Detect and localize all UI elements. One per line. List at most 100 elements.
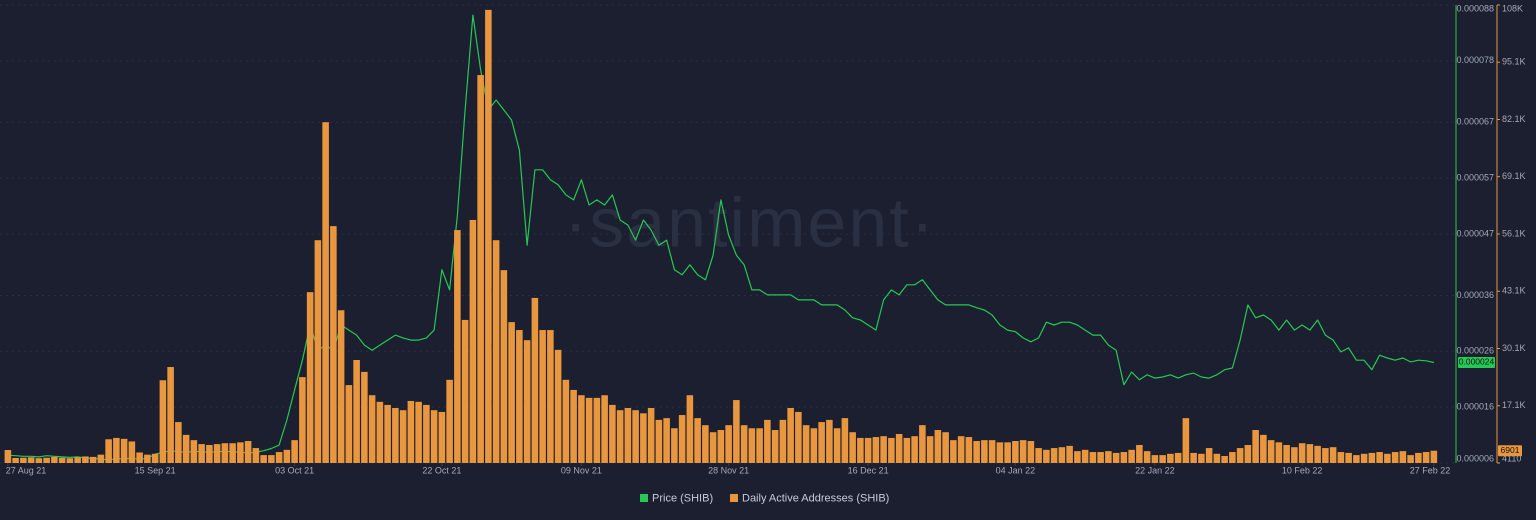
bar: [82, 456, 89, 463]
bar: [733, 400, 740, 463]
bar: [1089, 452, 1097, 463]
bar: [1298, 443, 1306, 463]
bar: [1337, 452, 1345, 463]
bar: [1430, 450, 1438, 463]
bar: [919, 425, 926, 463]
y-tick-label: 0.000088: [1456, 3, 1494, 13]
bar: [1128, 449, 1135, 463]
bar: [12, 457, 19, 463]
x-tick-label: 22 Oct 21: [422, 465, 461, 475]
bar: [51, 456, 58, 463]
bar: [66, 458, 74, 463]
bar: [857, 437, 864, 463]
bar: [1306, 444, 1314, 463]
bar: [345, 385, 353, 463]
bar: [306, 292, 314, 463]
bar: [1074, 451, 1081, 463]
bar: [35, 458, 43, 463]
bar: [554, 349, 562, 463]
bar: [965, 437, 973, 463]
y2-tick-label: 82.1K: [1502, 114, 1526, 124]
bar: [492, 240, 500, 463]
bar: [89, 456, 97, 463]
bar: [864, 437, 872, 463]
bar: [1027, 441, 1035, 463]
bar: [1136, 444, 1143, 463]
bar: [105, 439, 112, 463]
bar: [1174, 452, 1182, 463]
y2-tick-label: 43.1K: [1502, 286, 1526, 296]
x-tick-label: 16 Dec 21: [848, 465, 889, 475]
legend-swatch: [730, 494, 738, 502]
y2-tick-label: 108K: [1502, 3, 1523, 13]
bar: [361, 371, 368, 463]
last-value-label: 0.000024: [1459, 357, 1495, 367]
bar: [1012, 441, 1019, 463]
bar: [981, 440, 988, 463]
bar: [438, 411, 446, 463]
bar: [244, 441, 252, 463]
bar: [880, 436, 887, 463]
bar: [330, 226, 337, 463]
bar: [1267, 440, 1275, 463]
bar: [1314, 445, 1321, 463]
bar: [74, 457, 81, 463]
bar: [229, 443, 236, 463]
bar: [516, 330, 523, 463]
bar: [1112, 452, 1120, 463]
bar: [260, 455, 267, 463]
bar: [756, 428, 763, 463]
bar: [531, 297, 539, 463]
bar: [1260, 434, 1267, 463]
bar: [1198, 453, 1205, 463]
y2-tick-label: 69.1K: [1502, 171, 1526, 181]
bar: [647, 407, 655, 463]
bar: [609, 404, 616, 463]
bar: [601, 395, 608, 463]
bar: [485, 9, 492, 463]
bar: [802, 425, 810, 463]
bar: [190, 440, 198, 463]
bar: [942, 432, 949, 463]
bar: [562, 379, 570, 463]
x-tick-label: 10 Feb 22: [1282, 465, 1323, 475]
x-tick-label: 15 Sep 21: [135, 465, 176, 475]
bar: [167, 367, 174, 463]
bar: [539, 330, 546, 463]
bar: [578, 395, 585, 463]
bar: [291, 440, 298, 463]
bar: [175, 422, 182, 463]
bar: [988, 440, 996, 463]
bar: [392, 407, 399, 463]
y-tick-label: 0.000057: [1456, 173, 1494, 183]
bar: [523, 340, 531, 463]
bar: [477, 75, 484, 464]
bar: [314, 240, 322, 463]
bar: [717, 430, 725, 463]
bar: [213, 444, 221, 463]
y-tick-label: 0.000078: [1456, 55, 1494, 65]
bar: [500, 270, 508, 463]
bar: [748, 428, 756, 463]
bar: [1035, 448, 1042, 463]
y-tick-label: 0.000047: [1456, 228, 1494, 238]
bar: [833, 428, 841, 463]
bar: [686, 395, 694, 463]
bar: [1182, 418, 1190, 463]
bar: [399, 410, 407, 463]
bar: [632, 410, 639, 463]
bar: [1159, 455, 1166, 463]
bar: [469, 219, 477, 463]
bar: [895, 433, 903, 463]
y2-tick-label: 17.1K: [1502, 400, 1526, 410]
bar: [376, 401, 384, 463]
y2-tick-label: 56.1K: [1502, 228, 1526, 238]
bar: [1360, 453, 1368, 463]
bar: [1066, 445, 1073, 463]
bar: [113, 437, 120, 463]
y-tick-label: 0.000036: [1456, 290, 1494, 300]
bar: [1151, 455, 1159, 463]
last-value-badge: [1498, 445, 1522, 457]
bar: [454, 230, 461, 463]
bar: [1329, 447, 1337, 463]
